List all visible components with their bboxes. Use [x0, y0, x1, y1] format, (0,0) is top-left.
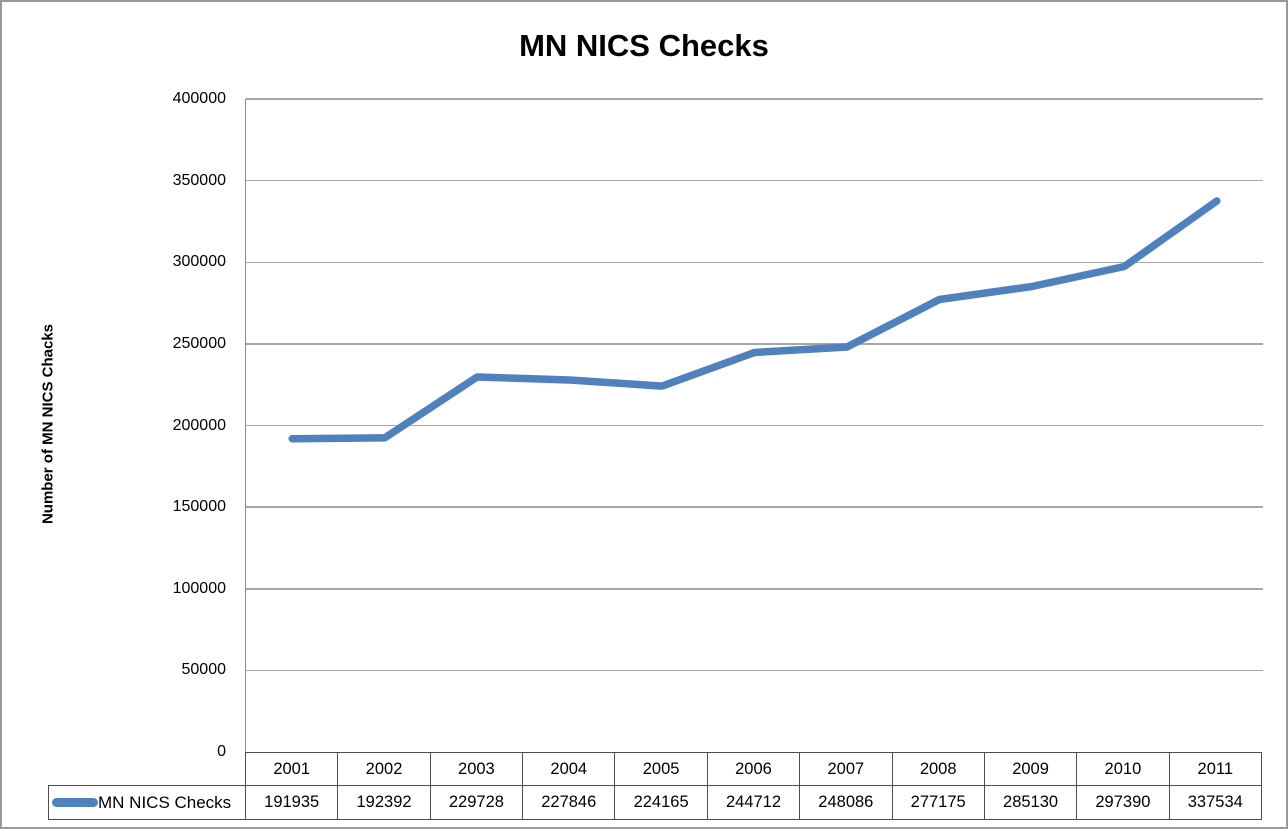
- gridline: [246, 179, 1263, 182]
- value-cell: 224165: [614, 786, 706, 819]
- value-cell: 229728: [429, 786, 522, 819]
- line-series: [288, 197, 1221, 443]
- value-cell: 297390: [1076, 786, 1168, 819]
- gridline: [246, 98, 1263, 100]
- year-cell: 2011: [1168, 753, 1261, 785]
- value-cell: 277175: [891, 786, 984, 819]
- value-cell: 337534: [1168, 786, 1261, 819]
- value-cell: 285130: [983, 786, 1076, 819]
- data-table-years-row: 2001 2002 2003 2004 2005 2006 2007 2008 2009 2010…: [245, 752, 1262, 785]
- y-tick-label: 100000: [172, 579, 226, 597]
- y-tick-label: 250000: [172, 334, 226, 352]
- y-tick-label: 350000: [172, 171, 226, 189]
- data-table-values-row: MN NICS Checks 191935 192392 229728 227846 2…: [48, 785, 1262, 820]
- year-cell: 2005: [614, 753, 706, 785]
- gridline: [246, 588, 1263, 590]
- value-cell: 244712: [706, 786, 799, 819]
- gridline: [246, 669, 1263, 672]
- legend-cell: MN NICS Checks: [49, 786, 246, 819]
- value-cell: 192392: [337, 786, 429, 819]
- series-line: [288, 197, 1221, 443]
- y-tick-label: 300000: [172, 253, 226, 271]
- y-tick-label: 200000: [172, 416, 226, 434]
- y-tick-label: 0: [217, 743, 226, 760]
- gridline: [246, 506, 1263, 508]
- year-cell: 2010: [1076, 753, 1168, 785]
- year-cell: 2002: [337, 753, 429, 785]
- year-cell: 2009: [983, 753, 1076, 785]
- year-cell: 2007: [799, 753, 891, 785]
- y-tick-label: 400000: [172, 90, 226, 107]
- legend-series-label: MN NICS Checks: [98, 792, 232, 812]
- value-cell: 191935: [264, 793, 320, 811]
- year-cell: 2008: [891, 753, 984, 785]
- gridline: [246, 424, 1263, 427]
- value-cell: 227846: [522, 786, 614, 819]
- legend-line-marker: [52, 798, 98, 807]
- year-cell: 2001: [273, 759, 311, 778]
- gridline: [246, 343, 1263, 345]
- plot-area: [245, 98, 1263, 752]
- y-tick-label: 50000: [181, 661, 227, 679]
- year-cell: 2004: [522, 753, 614, 785]
- gridline: [246, 261, 1263, 263]
- year-cell: 2003: [429, 753, 522, 785]
- year-cell: 2006: [706, 753, 799, 785]
- value-cell: 248086: [799, 786, 891, 819]
- y-tick-label: 150000: [172, 498, 226, 516]
- chart-title: MN NICS Checks: [519, 28, 769, 63]
